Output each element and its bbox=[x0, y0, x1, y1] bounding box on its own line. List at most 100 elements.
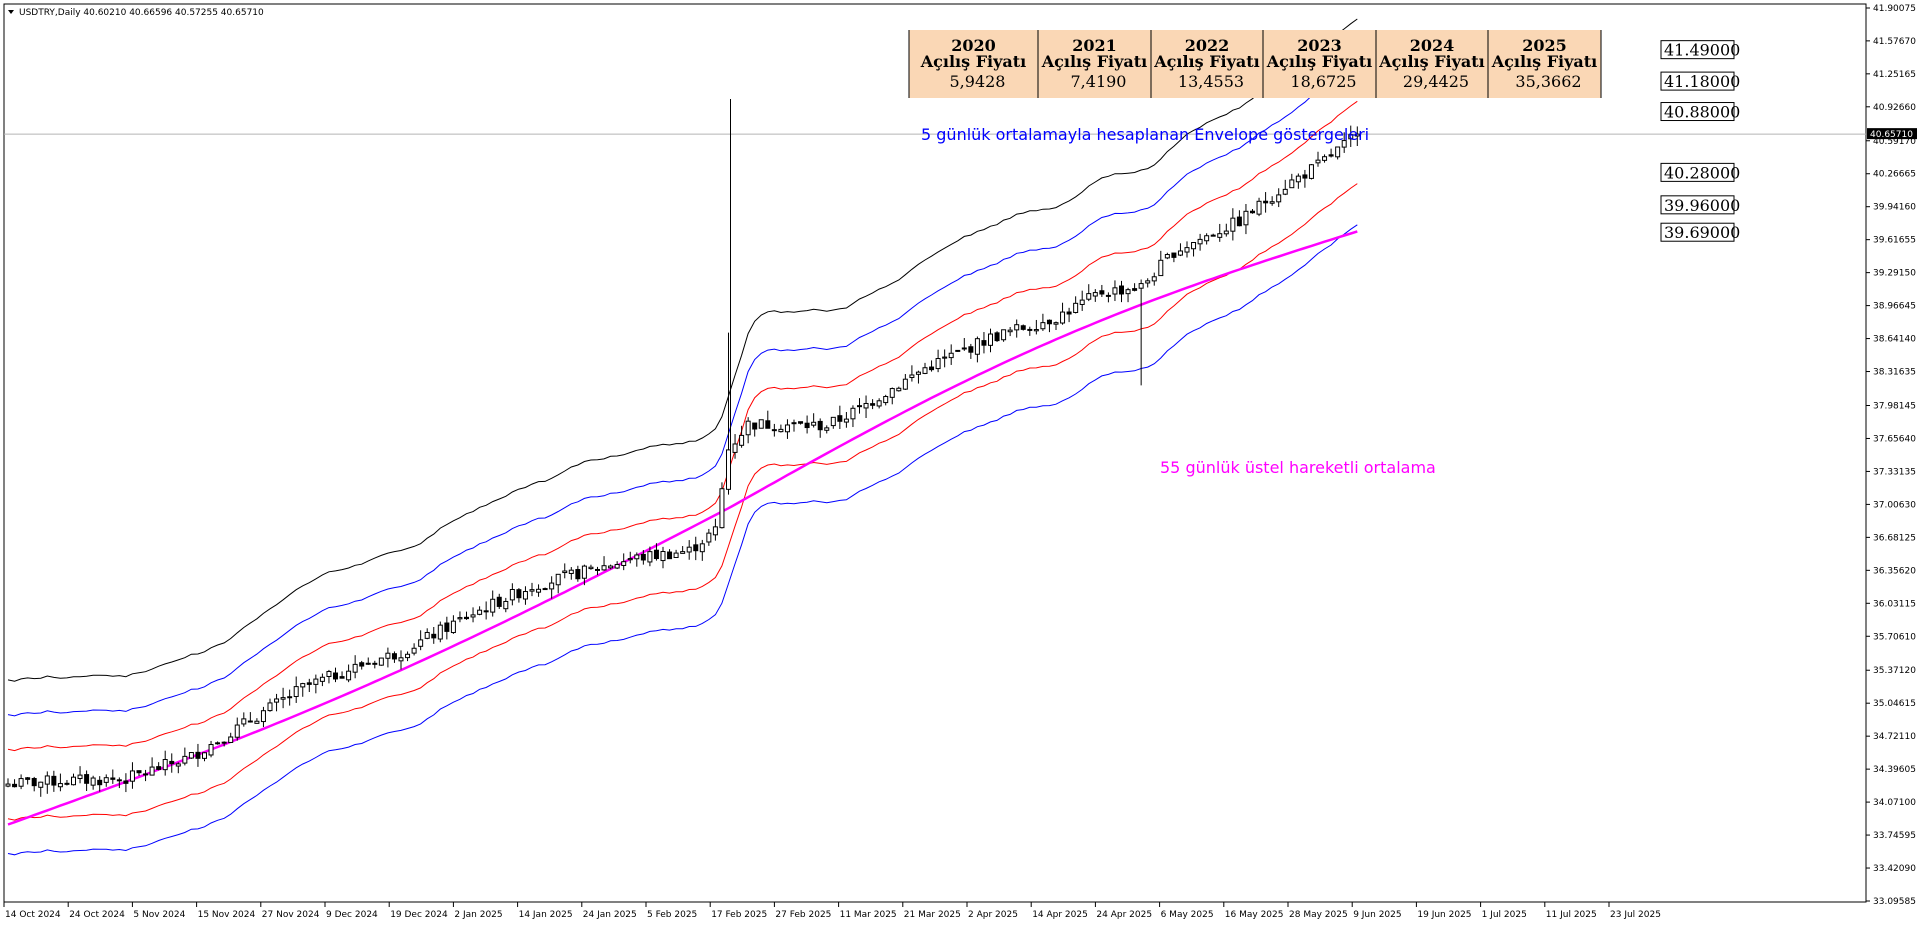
candle bbox=[935, 349, 941, 373]
candle bbox=[149, 757, 155, 776]
candle bbox=[1132, 283, 1138, 292]
candle-body bbox=[333, 672, 338, 680]
candle-body bbox=[837, 415, 843, 422]
candle-body bbox=[870, 403, 876, 406]
candle-body bbox=[44, 775, 50, 785]
level-label: 41.18000 bbox=[1660, 71, 1740, 91]
candle-body bbox=[686, 546, 692, 553]
y-tick-label: 40.26665 bbox=[1873, 170, 1916, 180]
candle bbox=[516, 588, 522, 603]
candle bbox=[1046, 319, 1052, 333]
candle bbox=[811, 413, 817, 428]
candle bbox=[1197, 233, 1203, 251]
candle bbox=[1210, 233, 1216, 237]
candle-body bbox=[267, 702, 273, 712]
envelope-upper-2pct bbox=[7, 59, 1358, 717]
y-tick-label: 33.42090 bbox=[1873, 864, 1916, 874]
candle bbox=[103, 774, 109, 787]
candle bbox=[1112, 280, 1118, 302]
candle bbox=[1236, 210, 1242, 227]
candle-body bbox=[496, 596, 502, 607]
triangle-down-icon[interactable] bbox=[8, 10, 14, 14]
candle bbox=[627, 551, 633, 564]
level-label: 40.28000 bbox=[1660, 162, 1740, 182]
candle bbox=[333, 667, 338, 683]
opening-year: 2021 bbox=[1072, 36, 1117, 55]
candle bbox=[378, 657, 384, 666]
candle-body bbox=[188, 752, 194, 759]
level-label: 40.88000 bbox=[1660, 102, 1740, 122]
candle-body bbox=[732, 443, 738, 453]
x-tick-label: 5 Nov 2024 bbox=[133, 910, 185, 920]
candle-body bbox=[902, 378, 908, 390]
candle bbox=[549, 576, 555, 599]
candle bbox=[621, 553, 627, 571]
candle-body bbox=[444, 622, 450, 632]
candle bbox=[778, 424, 784, 433]
candle bbox=[902, 374, 908, 390]
candle bbox=[1151, 272, 1157, 286]
candle-body bbox=[516, 589, 522, 599]
y-tick-label: 37.98145 bbox=[1873, 401, 1916, 411]
candle bbox=[529, 582, 535, 597]
candle bbox=[385, 647, 391, 668]
candle bbox=[411, 643, 417, 656]
candle bbox=[948, 344, 954, 365]
candle-body bbox=[411, 647, 417, 654]
candle-body bbox=[391, 653, 397, 660]
candle bbox=[287, 689, 293, 706]
candle bbox=[1119, 280, 1124, 303]
candle bbox=[830, 416, 836, 429]
candle-body bbox=[1158, 259, 1164, 277]
candle bbox=[1066, 307, 1072, 323]
x-axis: 14 Oct 2024 24 Oct 2024 5 Nov 2024 15 Nov 2… bbox=[3, 902, 1661, 920]
candle bbox=[1020, 324, 1026, 331]
candle-body bbox=[1171, 252, 1177, 258]
candle-body bbox=[1007, 329, 1013, 333]
candle-body bbox=[1027, 328, 1033, 331]
candle bbox=[398, 650, 404, 670]
x-tick-label: 14 Apr 2025 bbox=[1032, 910, 1088, 920]
candle-body bbox=[627, 558, 633, 561]
candle-body bbox=[1204, 235, 1210, 242]
candle-body bbox=[202, 752, 207, 759]
candle bbox=[595, 566, 600, 576]
opening-year: 2024 bbox=[1410, 36, 1455, 55]
candle-body bbox=[771, 429, 777, 432]
y-tick-label: 37.00630 bbox=[1873, 500, 1916, 510]
x-tick-label: 27 Nov 2024 bbox=[262, 910, 320, 920]
candle bbox=[915, 370, 921, 384]
candle-body bbox=[568, 569, 574, 574]
candle-body bbox=[287, 696, 293, 699]
candle bbox=[509, 583, 515, 606]
candle bbox=[1099, 284, 1105, 297]
chart-area bbox=[3, 3, 1867, 903]
y-axis: 41.90075 41.57670 41.25165 40.92660 40.59170… bbox=[1866, 4, 1916, 907]
candle bbox=[188, 752, 194, 759]
candle-body bbox=[1112, 287, 1118, 295]
candle bbox=[1315, 151, 1321, 167]
candle bbox=[90, 775, 96, 790]
x-tick-label: 15 Nov 2024 bbox=[198, 910, 256, 920]
candle bbox=[5, 778, 11, 788]
candle bbox=[12, 779, 18, 788]
candle bbox=[1223, 223, 1229, 237]
candle-body bbox=[601, 565, 607, 571]
candle bbox=[247, 712, 253, 723]
candle-body bbox=[97, 779, 103, 786]
candle bbox=[1125, 287, 1131, 303]
candlesticks bbox=[5, 99, 1360, 797]
candle-body bbox=[385, 652, 391, 659]
candle-body bbox=[116, 779, 122, 782]
level-label-text: 39.96000 bbox=[1664, 196, 1740, 215]
candle-body bbox=[437, 624, 443, 640]
candle bbox=[1269, 196, 1275, 206]
candle bbox=[994, 331, 1000, 342]
candle bbox=[490, 590, 496, 617]
x-tick-label: 9 Jun 2025 bbox=[1353, 910, 1401, 920]
candle-body bbox=[1263, 200, 1269, 204]
candle-body bbox=[129, 770, 135, 782]
candle-body bbox=[614, 564, 620, 569]
